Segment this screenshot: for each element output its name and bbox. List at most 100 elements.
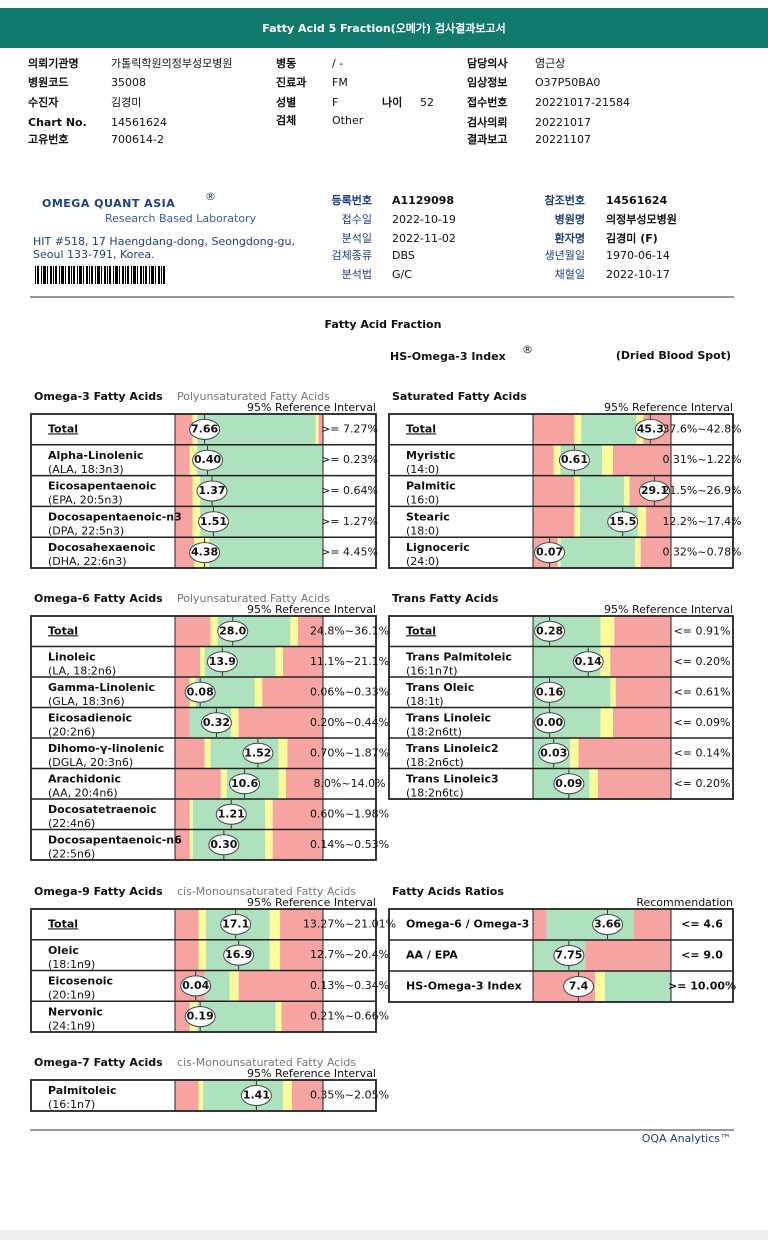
row-value: 7.66	[191, 422, 218, 435]
barcode-bar	[131, 266, 132, 284]
value-marker	[534, 712, 566, 734]
row-name: Alpha-Linolenic	[48, 449, 144, 462]
lab-label: 검체종류	[332, 249, 372, 262]
panel-ref-header: 95% Reference Interval	[604, 401, 733, 414]
row-name: Total	[406, 624, 436, 637]
row-reference: <= 0.14%	[674, 746, 731, 759]
range-zone	[265, 799, 273, 830]
bottom-strip	[0, 1230, 768, 1240]
range-zone	[610, 677, 616, 708]
row-value: 29.1	[641, 484, 668, 497]
row-reference: 0.14%~0.53%	[310, 838, 389, 851]
value-marker	[223, 944, 255, 966]
range-zone	[283, 1080, 292, 1111]
row-abbrev: (GLA, 18:3n6)	[48, 695, 125, 708]
barcode-bar	[149, 266, 150, 284]
barcode-bar	[50, 266, 52, 284]
value-marker	[180, 975, 212, 997]
row-value: 7.75	[555, 949, 582, 962]
row-value: 0.09	[555, 777, 582, 790]
row-value: 1.41	[243, 1089, 270, 1102]
info-label: 의뢰기관명	[28, 56, 79, 70]
range-zone	[595, 971, 605, 1002]
value-marker	[634, 418, 666, 440]
row-name: Dihomo-γ-linolenic	[48, 742, 164, 755]
value-marker	[572, 651, 604, 673]
row-abbrev: (18:2n6ct)	[406, 756, 464, 769]
info-label: 검체	[276, 113, 296, 127]
row-reference: 13.27%~21.01%	[303, 917, 396, 930]
range-zone	[175, 475, 193, 507]
range-zone	[600, 616, 615, 647]
row-value: 0.40	[194, 453, 221, 466]
row-name: Oleic	[48, 944, 79, 957]
row-reference: 0.20%~0.44%	[310, 716, 389, 729]
row-name: Arachidonic	[48, 773, 121, 786]
panel-title: Omega-6 Fatty Acids	[34, 592, 163, 605]
range-zone	[600, 707, 614, 738]
row-abbrev: (18:2n6tc)	[406, 787, 464, 800]
barcode-bar	[140, 266, 142, 284]
row-value: 15.5	[609, 515, 636, 528]
range-zone	[192, 475, 201, 507]
value-marker	[592, 914, 624, 935]
info-label: 임상정보	[467, 75, 507, 89]
barcode-bar	[151, 266, 154, 284]
row-abbrev: (22:5n6)	[48, 848, 95, 861]
info-label: 담당의사	[467, 56, 508, 70]
range-zone	[238, 970, 323, 1002]
lab-address: Seoul 133-791, Korea.	[33, 248, 155, 261]
value-marker	[558, 449, 590, 471]
lab-label: 병원명	[555, 212, 585, 226]
range-zone	[175, 799, 190, 830]
row-value: 1.21	[218, 807, 245, 820]
row-name: Docosapentaenoic-n3	[48, 510, 182, 523]
range-zone	[175, 829, 190, 860]
value-marker	[563, 976, 595, 997]
row-reference: 0.35%~2.05%	[310, 1089, 389, 1102]
range-zone	[533, 444, 554, 476]
row-value: 0.28	[536, 624, 563, 637]
barcode-bar	[104, 266, 106, 284]
range-zone	[585, 940, 671, 971]
row-abbrev: (18:1n9)	[48, 958, 95, 971]
panel-title: Saturated Fatty Acids	[392, 390, 527, 403]
barcode-bar	[59, 266, 60, 284]
value-marker	[240, 1085, 272, 1106]
row-name: Total	[48, 917, 78, 930]
row-name: Eicosenoic	[48, 975, 113, 988]
range-zone	[614, 616, 671, 647]
barcode-bar	[37, 266, 39, 284]
row-reference: 0.31%~1.22%	[662, 453, 741, 466]
range-zone	[209, 537, 323, 568]
range-zone	[615, 677, 671, 708]
info-value: 20221017	[535, 116, 591, 129]
range-zone	[175, 1001, 190, 1032]
panel-border	[388, 615, 734, 800]
row-abbrev: (18:1t)	[406, 695, 444, 708]
info-value: 35008	[111, 76, 146, 89]
row-name: Trans Linoleic2	[406, 742, 499, 755]
value-marker	[217, 620, 249, 642]
row-reference: 0.21%~0.66%	[310, 1010, 389, 1023]
value-marker	[553, 945, 585, 966]
row-value: 0.30	[210, 838, 237, 851]
lab-label: 등록번호	[332, 193, 372, 207]
row-name: HS-Omega-3 Index	[406, 980, 522, 993]
barcode-bar	[145, 266, 147, 284]
barcode-bar	[143, 266, 144, 284]
barcode-bar	[55, 266, 57, 284]
info-value: / -	[332, 57, 343, 70]
range-zone	[281, 1001, 323, 1032]
barcode-bar	[89, 266, 90, 284]
index-mark: ®	[522, 343, 533, 356]
row-value: 0.03	[540, 746, 567, 759]
row-abbrev: (18:2n6tt)	[406, 726, 462, 739]
row-value: 3.66	[594, 918, 621, 931]
barcode-bar	[68, 266, 70, 284]
panel-border	[30, 615, 377, 861]
range-zone	[280, 909, 323, 940]
row-value: 13.9	[209, 655, 236, 668]
barcode-bar	[77, 266, 78, 284]
range-zone	[204, 738, 211, 769]
